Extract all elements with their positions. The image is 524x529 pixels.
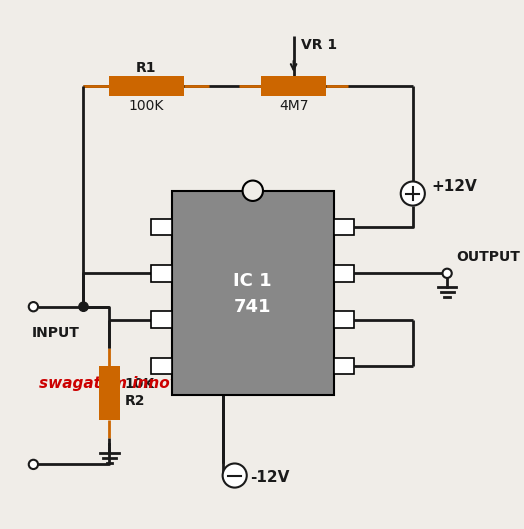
Text: IC 1: IC 1 xyxy=(234,271,272,289)
Bar xyxy=(151,218,172,235)
Text: 10K: 10K xyxy=(124,377,155,391)
Bar xyxy=(334,312,354,328)
Circle shape xyxy=(29,302,38,312)
Text: 4M7: 4M7 xyxy=(279,99,308,113)
Circle shape xyxy=(243,180,263,201)
Text: R2: R2 xyxy=(124,394,145,408)
Text: 741: 741 xyxy=(234,298,271,316)
Bar xyxy=(99,367,119,421)
Bar xyxy=(151,265,172,281)
Circle shape xyxy=(29,460,38,469)
Bar xyxy=(151,358,172,375)
Bar xyxy=(151,312,172,328)
Bar xyxy=(334,218,354,235)
Text: R1: R1 xyxy=(136,61,156,75)
Text: INPUT: INPUT xyxy=(31,326,80,340)
Circle shape xyxy=(401,181,425,206)
Text: -12V: -12V xyxy=(250,470,290,485)
Text: swagatam innovations: swagatam innovations xyxy=(39,376,233,391)
Text: VR 1: VR 1 xyxy=(301,38,337,52)
Bar xyxy=(334,358,354,375)
Text: 100K: 100K xyxy=(128,99,164,113)
Circle shape xyxy=(223,463,247,488)
Text: +12V: +12V xyxy=(431,179,477,194)
Bar xyxy=(261,76,326,96)
Bar xyxy=(172,191,334,395)
Circle shape xyxy=(442,269,452,278)
Bar xyxy=(108,76,184,96)
Bar xyxy=(334,265,354,281)
Text: OUTPUT: OUTPUT xyxy=(456,250,520,263)
Circle shape xyxy=(79,302,88,312)
